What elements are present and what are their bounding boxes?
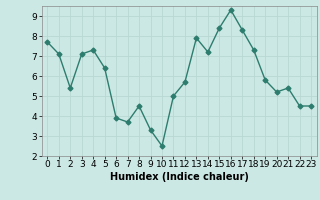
X-axis label: Humidex (Indice chaleur): Humidex (Indice chaleur): [110, 172, 249, 182]
